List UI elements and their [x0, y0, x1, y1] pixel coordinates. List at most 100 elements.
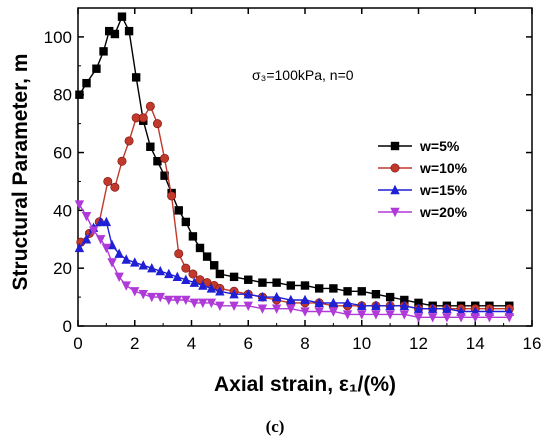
data-point	[195, 243, 205, 253]
data-point	[96, 235, 106, 245]
y-tick-label: 20	[53, 259, 72, 278]
data-point	[101, 243, 112, 254]
data-point	[357, 310, 367, 320]
series-layer	[74, 12, 514, 323]
data-point	[81, 234, 92, 244]
data-point	[442, 303, 452, 313]
data-point	[147, 292, 157, 303]
data-point	[215, 269, 225, 279]
data-point	[88, 226, 99, 236]
data-point	[229, 301, 239, 311]
data-point	[215, 301, 225, 311]
data-point	[427, 313, 438, 323]
data-point	[101, 216, 112, 227]
data-point	[130, 257, 140, 267]
data-point	[172, 271, 183, 282]
legend-marker	[390, 207, 400, 218]
data-point	[413, 313, 424, 323]
data-point	[181, 263, 191, 273]
legend-label: w=20%	[419, 204, 468, 220]
data-point	[229, 289, 239, 299]
data-point	[399, 310, 410, 320]
data-point	[206, 283, 217, 293]
data-point	[155, 265, 165, 276]
data-point	[300, 294, 310, 305]
data-point	[342, 297, 353, 308]
x-axis: 0 2 4 6 8 10 12 14 16	[73, 8, 541, 353]
x-tick-label: 12	[409, 334, 428, 353]
data-point	[456, 313, 466, 323]
x-tick-label: 10	[352, 334, 371, 353]
data-point	[110, 29, 120, 39]
data-point	[147, 262, 157, 273]
data-point	[99, 47, 108, 56]
legend-marker	[390, 141, 400, 151]
data-point	[399, 300, 410, 310]
data-point	[286, 294, 296, 305]
data-point	[414, 298, 423, 308]
data-point	[160, 153, 170, 163]
legend-label: w=5%	[419, 138, 460, 154]
data-point	[357, 300, 367, 310]
data-point	[314, 297, 324, 308]
data-point	[215, 286, 225, 296]
data-point	[504, 313, 514, 323]
data-point	[181, 217, 191, 227]
data-point	[188, 269, 198, 279]
data-point	[257, 291, 268, 302]
legend: w=5% w=10% w=15% w=20%	[378, 138, 468, 220]
legend-label: w=10%	[419, 160, 468, 176]
data-point	[202, 252, 212, 261]
data-point	[153, 157, 162, 166]
data-point	[160, 171, 169, 180]
data-point	[385, 310, 395, 320]
data-point	[105, 26, 114, 36]
data-point	[329, 284, 338, 293]
x-tick-label: 14	[466, 334, 485, 353]
y-tick-label: 0	[63, 317, 72, 336]
data-point	[271, 304, 282, 314]
data-point	[271, 291, 282, 302]
y-tick-label: 80	[53, 86, 72, 105]
data-point	[442, 313, 452, 323]
x-tick-label: 16	[523, 334, 542, 353]
data-point	[484, 313, 495, 323]
data-point	[138, 260, 148, 270]
data-point	[124, 26, 134, 36]
data-point	[371, 300, 381, 310]
data-point	[164, 268, 174, 279]
x-tick-label: 0	[73, 334, 82, 353]
data-point	[74, 200, 85, 210]
data-point	[124, 136, 134, 146]
data-point	[314, 307, 324, 317]
data-point	[164, 295, 174, 306]
x-tick-label: 6	[244, 334, 253, 353]
data-point	[103, 176, 113, 186]
data-point	[145, 101, 155, 111]
data-point	[371, 310, 381, 320]
y-tick-label: 100	[44, 28, 72, 47]
data-point	[328, 307, 339, 317]
data-point	[146, 142, 155, 151]
data-point	[138, 113, 148, 123]
data-point	[174, 206, 183, 215]
y-tick-label: 40	[53, 201, 72, 220]
x-tick-label: 4	[187, 334, 196, 353]
data-point	[121, 254, 131, 264]
data-point	[243, 289, 253, 299]
x-axis-title: Axial strain, ε₁/(%)	[214, 373, 396, 396]
data-point	[114, 248, 124, 258]
data-point	[258, 278, 267, 287]
data-point	[107, 239, 117, 250]
data-point	[206, 298, 217, 309]
data-point	[172, 295, 183, 306]
x-tick-label: 8	[300, 334, 309, 353]
data-point	[167, 191, 177, 201]
data-point	[400, 295, 409, 305]
legend-item: w=20%	[378, 204, 468, 220]
data-point	[385, 292, 395, 302]
data-point	[138, 290, 148, 300]
data-point	[229, 272, 239, 282]
data-point	[155, 292, 165, 303]
